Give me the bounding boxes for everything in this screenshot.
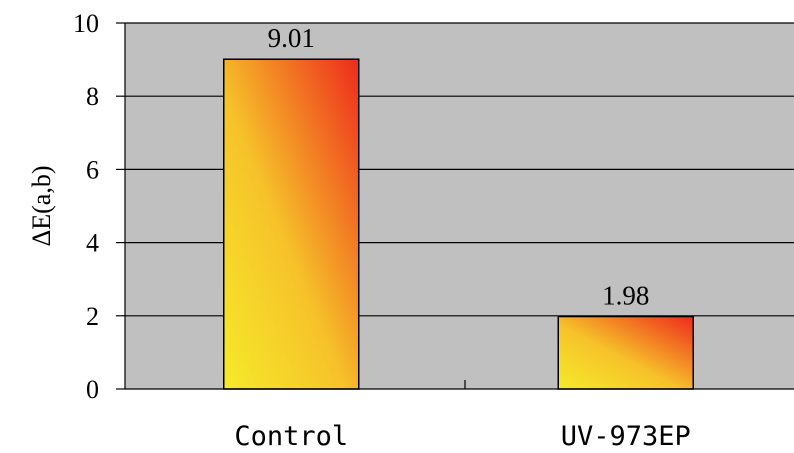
y-tick-label: 10	[73, 9, 99, 38]
bars	[223, 58, 694, 390]
axes	[124, 23, 794, 390]
y-tick-label: 4	[86, 229, 99, 258]
data-label: 1.98	[602, 281, 649, 311]
y-tick-label: 0	[86, 375, 99, 404]
y-tick-label: 2	[86, 302, 99, 331]
y-tick-label: 8	[86, 82, 99, 111]
bar-control	[223, 58, 360, 390]
data-label: 9.01	[268, 23, 315, 53]
x-category-label: UV-973EP	[561, 421, 691, 452]
labels: 0 2 4 6 8 10 9.01 Control 1.98 UV-973EP	[73, 9, 691, 452]
bar-uv-973ep	[557, 315, 694, 390]
y-tick-label: 6	[86, 155, 99, 184]
y-axis-label: ΔE(a,b)	[27, 166, 56, 247]
x-category-label: Control	[234, 421, 348, 452]
